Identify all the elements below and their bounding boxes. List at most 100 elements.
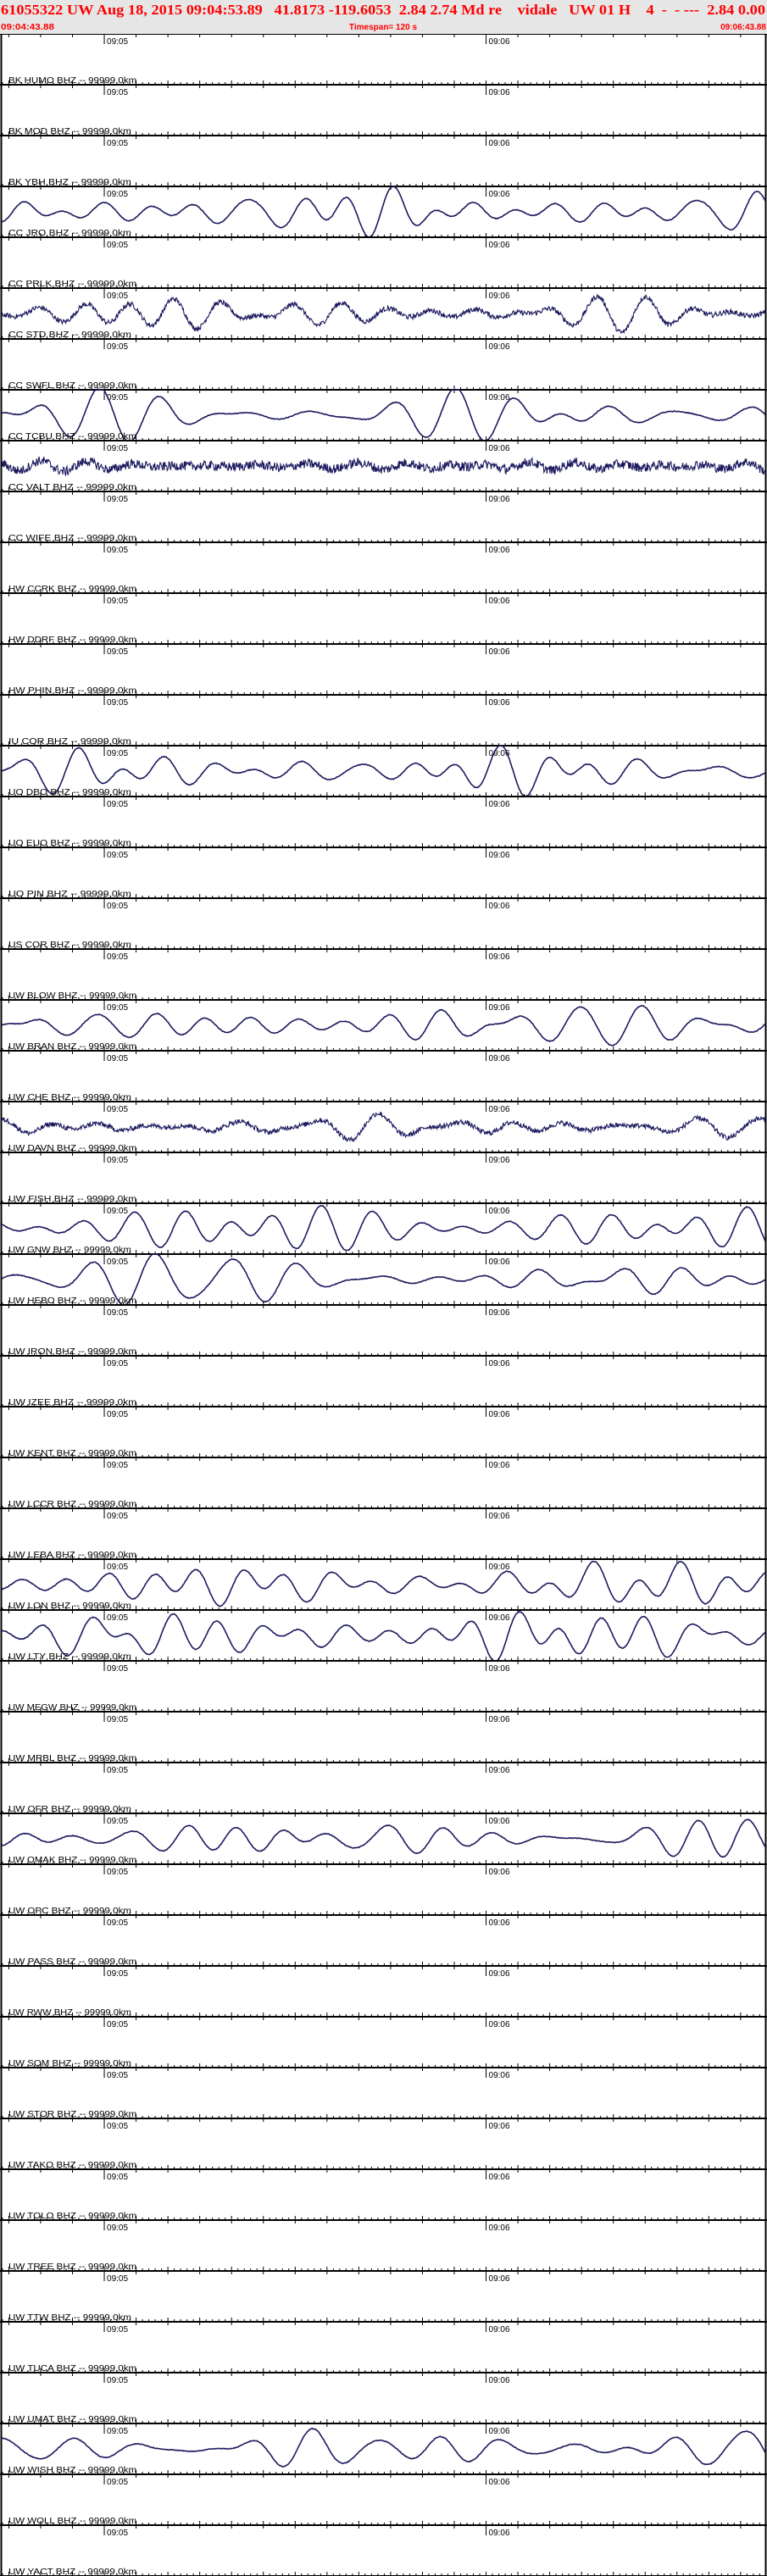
station-label: UW LCCR BHZ -- 99999.0km [8, 1500, 136, 1509]
station-label: UW IZEE BHZ -- 99999.0km [8, 1398, 136, 1407]
minute-tick-label: 09:05 [107, 495, 128, 504]
station-label: UW OFR BHZ -- 99999.0km [8, 1805, 131, 1814]
station-label: UW LTY BHZ -- 99999.0km [8, 1652, 131, 1662]
minute-tick-label: 09:05 [107, 1003, 128, 1013]
station-label: CC VALT BHZ -- 99999.0km [8, 483, 136, 492]
minute-tick-label: 09:06 [489, 1105, 510, 1114]
minute-tick-label: 09:06 [489, 647, 510, 657]
minute-tick-label: 09:06 [489, 1969, 510, 1979]
station-label: BK YBH BHZ -- 99999.0km [8, 178, 131, 187]
minute-tick-label: 09:06 [489, 1766, 510, 1775]
station-label: CC WIFE BHZ -- 99999.0km [8, 534, 136, 543]
minute-tick-label: 09:06 [489, 749, 510, 758]
minute-tick-label: 09:06 [489, 1715, 510, 1724]
minute-tick-label: 09:06 [489, 88, 510, 97]
minute-tick-label: 09:06 [489, 190, 510, 199]
minute-tick-label: 09:05 [107, 1308, 128, 1318]
station-label: UW LON BHZ -- 99999.0km [8, 1602, 131, 1611]
minute-tick-label: 09:06 [489, 698, 510, 708]
station-label: CC PRLK BHZ -- 99999.0km [8, 280, 136, 289]
minute-tick-label: 09:06 [489, 1868, 510, 1877]
station-label: CC STD BHZ -- 99999.0km [8, 330, 131, 340]
minute-tick-label: 09:06 [489, 444, 510, 453]
minute-tick-label: 09:05 [107, 647, 128, 657]
minute-tick-label: 09:05 [107, 1868, 128, 1877]
waveform-trace [1, 186, 766, 238]
minute-tick-label: 09:06 [489, 1003, 510, 1013]
station-label: UW DAVN BHZ -- 99999.0km [8, 1144, 136, 1153]
minute-tick-label: 09:05 [107, 1207, 128, 1216]
minute-tick-label: 09:05 [107, 698, 128, 708]
minute-tick-label: 09:05 [107, 1105, 128, 1114]
waveform-trace [1, 745, 766, 797]
minute-tick-label: 09:06 [489, 1563, 510, 1572]
minute-tick-label: 09:05 [107, 1664, 128, 1674]
minute-tick-label: 09:05 [107, 241, 128, 250]
minute-tick-label: 09:05 [107, 1461, 128, 1470]
station-label: UW LEBA BHZ -- 99999.0km [8, 1551, 136, 1560]
minute-tick-label: 09:06 [489, 342, 510, 352]
station-label: BK HUMO BHZ -- 99999.0km [8, 76, 136, 86]
minute-tick-label: 09:05 [107, 1766, 128, 1775]
minute-tick-label: 09:05 [107, 291, 128, 301]
station-label: HW PHIN BHZ -- 99999.0km [8, 686, 136, 696]
minute-tick-label: 09:06 [489, 495, 510, 504]
minute-tick-label: 09:05 [107, 1257, 128, 1267]
waveform-trace [1, 456, 766, 477]
minute-tick-label: 09:05 [107, 1918, 128, 1928]
minute-tick-label: 09:06 [489, 1359, 510, 1368]
station-label: CC SWFL BHZ -- 99999.0km [8, 381, 136, 391]
minute-tick-label: 09:05 [107, 393, 128, 402]
minute-tick-label: 09:05 [107, 444, 128, 453]
station-label: UW MRBL BHZ -- 99999.0km [8, 1754, 136, 1763]
minute-tick-label: 09:06 [489, 1410, 510, 1419]
waveform-trace [1, 1253, 766, 1306]
station-label: US COR BHZ -- 99999.0km [8, 941, 131, 950]
minute-tick-label: 09:06 [489, 800, 510, 809]
minute-tick-label: 09:05 [107, 1969, 128, 1979]
station-label: UW FISH BHZ -- 99999.0km [8, 1195, 136, 1204]
station-label: IU COR BHZ -- 99999.0km [8, 737, 131, 747]
waveform-trace [1, 1204, 766, 1252]
minute-tick-label: 09:05 [107, 1613, 128, 1623]
minute-tick-label: 09:06 [489, 139, 510, 148]
minute-tick-label: 09:05 [107, 1054, 128, 1063]
minute-tick-label: 09:05 [107, 1563, 128, 1572]
station-label: UW GNW BHZ -- 99999.0km [8, 1246, 131, 1255]
minute-tick-label: 09:05 [107, 190, 128, 199]
waveform-trace [1, 1610, 766, 1662]
waveform-trace [1, 1560, 766, 1607]
minute-tick-label: 09:06 [489, 1512, 510, 1521]
station-label: CC JRO BHZ -- 99999.0km [8, 229, 131, 238]
minute-tick-label: 09:05 [107, 1359, 128, 1368]
station-label: UO DBO BHZ -- 99999.0km [8, 788, 131, 797]
minute-tick-label: 09:06 [489, 546, 510, 555]
minute-tick-label: 09:05 [107, 1512, 128, 1521]
minute-tick-label: 09:06 [489, 902, 510, 911]
minute-tick-label: 09:05 [107, 952, 128, 962]
minute-tick-label: 09:05 [107, 139, 128, 148]
minute-tick-label: 09:06 [489, 1918, 510, 1928]
minute-tick-label: 09:06 [489, 851, 510, 860]
minute-tick-label: 09:05 [107, 342, 128, 352]
waveform-trace [1, 1004, 766, 1046]
station-label: UW OPC BHZ -- 99999.0km [8, 1907, 131, 1916]
minute-tick-label: 09:06 [489, 2020, 510, 2029]
station-label: UW CHE BHZ -- 99999.0km [8, 1093, 131, 1102]
minute-tick-label: 09:06 [489, 1613, 510, 1623]
minute-tick-label: 09:06 [489, 1207, 510, 1216]
minute-tick-label: 09:06 [489, 393, 510, 402]
minute-tick-label: 09:06 [489, 37, 510, 47]
minute-tick-label: 09:05 [107, 902, 128, 911]
minute-tick-label: 09:05 [107, 851, 128, 860]
minute-tick-label: 09:06 [489, 1054, 510, 1063]
minute-tick-label: 09:06 [489, 952, 510, 962]
minute-tick-label: 09:05 [107, 1715, 128, 1724]
minute-tick-label: 09:06 [489, 241, 510, 250]
station-label: UW BRAN BHZ -- 99999.0km [8, 1042, 136, 1052]
minute-tick-label: 09:05 [107, 546, 128, 555]
waveform-trace [1, 1111, 766, 1143]
minute-tick-label: 09:06 [489, 1308, 510, 1318]
waveform-trace [2, 1818, 766, 1858]
